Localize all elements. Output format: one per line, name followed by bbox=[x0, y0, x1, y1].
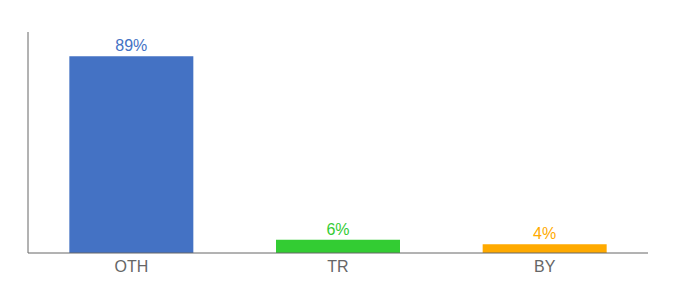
svg-text:6%: 6% bbox=[326, 221, 349, 238]
svg-text:89%: 89% bbox=[115, 37, 147, 54]
svg-text:TR: TR bbox=[327, 258, 348, 275]
svg-text:4%: 4% bbox=[533, 225, 556, 242]
svg-text:OTH: OTH bbox=[114, 258, 148, 275]
svg-text:BY: BY bbox=[534, 258, 556, 275]
